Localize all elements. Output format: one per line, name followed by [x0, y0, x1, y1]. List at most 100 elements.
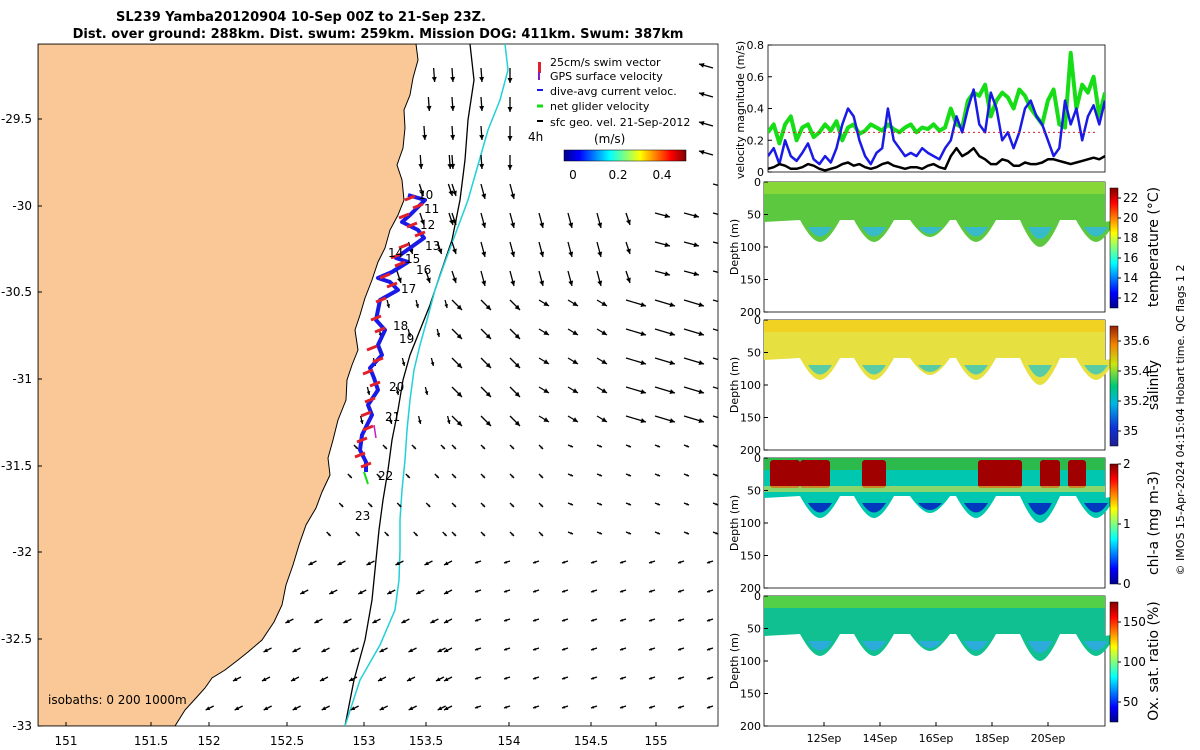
current-arrow: [712, 444, 718, 448]
current-arrow: [509, 444, 515, 450]
current-arrow: [357, 589, 367, 595]
section-deep-patch: [918, 365, 942, 372]
current-arrow: [532, 647, 540, 651]
current-arrow: [406, 676, 416, 682]
swim-vector: [386, 281, 398, 289]
current-arrow: [509, 328, 521, 340]
current-arrow: [443, 676, 453, 682]
section-deep-patch: [1028, 503, 1052, 515]
current-arrow: [596, 415, 608, 423]
current-arrow: [509, 531, 515, 537]
current-arrow: [450, 154, 456, 170]
section-deep-patch: [808, 641, 832, 651]
current-arrow: [619, 618, 627, 622]
velocity-series-net: [768, 50, 1105, 146]
current-arrow: [451, 328, 463, 340]
current-arrow: [698, 91, 714, 98]
swim-vector: [406, 221, 418, 229]
current-arrow: [443, 647, 453, 653]
current-arrow: [619, 705, 627, 709]
current-arrow: [367, 502, 373, 508]
current-arrow: [448, 212, 454, 226]
current-arrow: [561, 705, 569, 709]
section-data-fill: [764, 182, 1116, 247]
current-arrow: [625, 444, 632, 448]
velocity-frame: [767, 44, 1106, 173]
cb-tick-label: 35.4: [1123, 364, 1150, 378]
section-deep-patch: [808, 365, 832, 375]
current-arrow: [474, 589, 482, 593]
section-cblabel: chl-a (mg m-3): [1146, 471, 1162, 575]
current-arrow: [507, 126, 513, 141]
current-arrow: [395, 386, 400, 396]
swim-vector: [412, 202, 424, 210]
map-y-tick-label: -30: [12, 199, 32, 213]
velocity-y-ticks: 0 0.2 0.4 0.6 0.8: [747, 39, 772, 179]
map-y-ticks: -29.5 -30 -30.5 -31 -31.5 -32 -32.5 -33: [1, 112, 42, 733]
current-arrow: [326, 531, 332, 537]
section-deep-patch: [1084, 365, 1108, 375]
current-arrow: [625, 299, 647, 307]
land: [38, 44, 419, 726]
current-arrow: [561, 618, 569, 622]
legend-time-label: 4h: [528, 130, 543, 144]
current-arrow: [350, 647, 359, 653]
current-arrow: [285, 618, 294, 624]
current-arrow: [654, 241, 671, 248]
current-arrow: [480, 531, 486, 537]
current-arrow: [425, 502, 431, 508]
section-colorbar: [1109, 187, 1119, 309]
current-arrow: [480, 415, 492, 427]
current-arrow: [625, 473, 632, 477]
current-arrow: [292, 705, 301, 711]
cb-tick-label: 20: [1123, 211, 1138, 225]
current-arrow: [532, 676, 540, 680]
map-y-tick-label: -31.5: [1, 459, 32, 473]
map-y-tick-label: -29.5: [1, 112, 32, 126]
current-arrow: [654, 473, 661, 477]
section-deep-patch: [964, 227, 988, 237]
section-ylabel: Depth (m): [728, 633, 741, 689]
section-temperature: 0 50 100 150 200 Depth (m) 12 14 16 18 20 22 tempera…: [728, 176, 1162, 319]
current-arrow: [308, 560, 317, 566]
current-arrow: [379, 647, 388, 653]
current-arrow: [567, 328, 579, 336]
current-arrow: [596, 270, 603, 287]
current-arrow: [654, 415, 676, 423]
section-y-tick-label: 100: [740, 241, 761, 254]
current-arrow: [509, 270, 516, 287]
current-arrow: [434, 473, 440, 479]
map-x-ticks: 151 151.5 152 152.5 153 153.5 154 154.5 155: [55, 722, 667, 748]
current-arrow: [328, 589, 338, 595]
current-arrow: [474, 560, 482, 564]
time-x-tick-label: 16Sep: [919, 732, 954, 745]
legend-colorbar: [563, 149, 687, 162]
current-arrow: [474, 618, 482, 622]
current-arrow: [480, 299, 492, 311]
current-arrow: [503, 560, 511, 564]
cb-tick-label: 1: [1123, 517, 1131, 531]
current-arrow: [451, 444, 457, 450]
velocity-y-tick-label: 0.8: [747, 39, 765, 52]
map-legend: 25cm/s swim vector GPS surface velocity …: [528, 56, 690, 182]
current-arrow: [706, 618, 714, 622]
section-cblabel: salinity: [1146, 360, 1162, 410]
current-arrow: [372, 618, 381, 624]
swim-vector: [370, 314, 382, 322]
current-arrow: [538, 386, 550, 394]
chl-max-patch: [800, 460, 830, 488]
cb-tick-label: 0: [1123, 577, 1131, 591]
section-y-tick-label: 150: [740, 274, 761, 287]
map-y-tick-label: -30.5: [1, 285, 32, 299]
swim-vector: [398, 212, 410, 220]
current-arrow: [619, 647, 627, 651]
swim-vector: [354, 451, 366, 459]
swim-vector: [356, 436, 368, 444]
current-arrow: [625, 241, 631, 255]
legend-item-gps: GPS surface velocity: [550, 70, 663, 83]
current-arrow: [436, 241, 443, 255]
current-arrow: [355, 531, 361, 537]
current-arrow: [706, 676, 714, 680]
current-arrow: [596, 473, 603, 477]
current-arrow: [712, 531, 718, 535]
